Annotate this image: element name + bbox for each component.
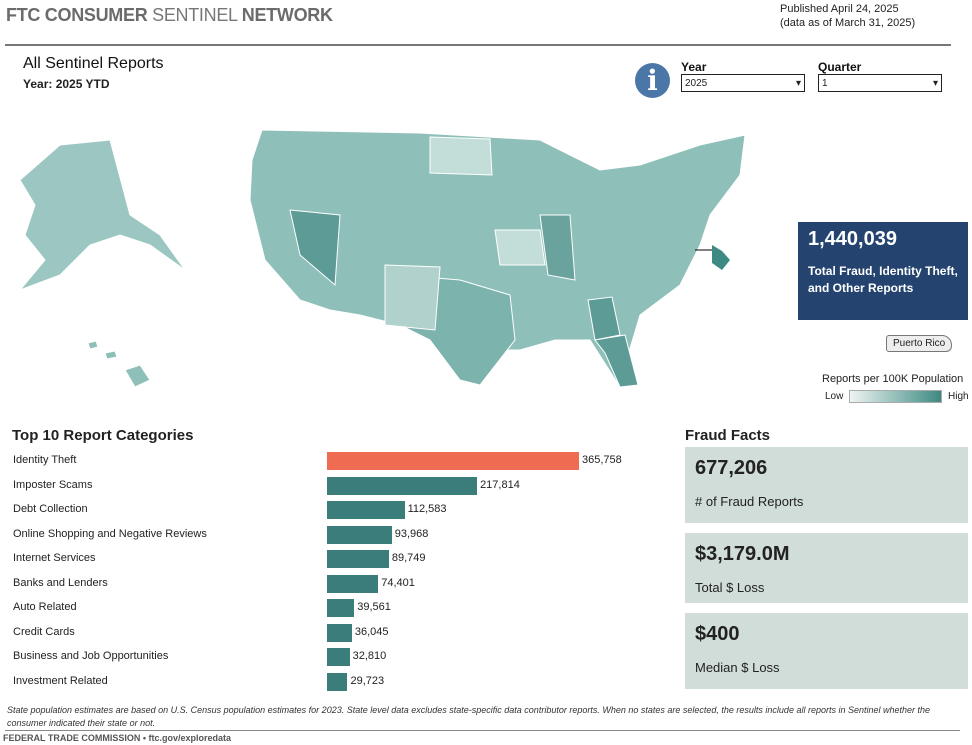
category-row[interactable]: Banks and Lenders 74,401 — [12, 574, 662, 594]
fact-label: Total $ Loss — [695, 580, 765, 595]
category-bar[interactable] — [327, 550, 389, 568]
puerto-rico-map[interactable]: Puerto Rico — [886, 335, 953, 352]
quarter-filter: Quarter 1 ▾ — [818, 60, 942, 92]
page-subtitle: Year: 2025 YTD — [23, 77, 110, 91]
year-filter: Year 2025 ▾ — [681, 60, 805, 92]
data-as-of: (data as of March 31, 2025) — [780, 17, 916, 29]
state-georgia — [587, 296, 621, 341]
brand-part: FTC CONSUMER — [6, 5, 148, 25]
year-value: 2025 — [685, 77, 708, 89]
category-bar[interactable] — [327, 574, 379, 593]
legend-low: Low — [825, 391, 844, 402]
state-florida — [594, 334, 639, 388]
category-value: 112,583 — [407, 503, 447, 515]
category-label: Imposter Scams — [13, 478, 93, 491]
fraud-reports-card: 677,206 # of Fraud Reports — [685, 447, 968, 523]
published-date: Published April 24, 2025 — [780, 3, 899, 15]
publish-info: Published April 24, 2025 (data as of Marc… — [780, 2, 915, 30]
category-row[interactable]: Online Shopping and Negative Reviews 93,… — [12, 525, 662, 545]
total-reports-label: Total Fraud, Identity Theft, and Other R… — [808, 264, 958, 295]
category-label: Business and Job Opportunities — [13, 650, 169, 662]
state-iowa — [494, 229, 546, 266]
category-label: Debt Collection — [13, 503, 88, 515]
fact-value: $3,179.0M — [695, 543, 790, 565]
category-label: Internet Services — [13, 552, 96, 564]
category-value: 93,968 — [394, 527, 429, 540]
legend-high: High — [948, 391, 969, 402]
year-select[interactable]: 2025 ▾ — [681, 74, 805, 92]
state-illinois — [539, 214, 576, 281]
category-label: Credit Cards — [13, 625, 75, 638]
category-bar[interactable] — [327, 501, 405, 519]
page-title: All Sentinel Reports — [23, 55, 164, 72]
fact-label: # of Fraud Reports — [695, 494, 804, 509]
category-value: 29,723 — [350, 674, 385, 687]
category-value: 217,814 — [480, 478, 520, 491]
state-alaska — [18, 139, 186, 292]
state-new-mexico — [384, 264, 441, 331]
category-row[interactable]: Imposter Scams 217,814 — [12, 476, 662, 496]
median-loss-card: $400 Median $ Loss — [685, 613, 968, 689]
state-nevada — [289, 209, 341, 287]
category-value: 32,810 — [352, 650, 387, 662]
category-value: 74,401 — [381, 576, 415, 589]
map-shapes — [18, 129, 746, 388]
brand-part: SENTINEL — [152, 5, 238, 25]
category-label: Identity Theft — [13, 454, 77, 466]
category-row[interactable]: Debt Collection 112,583 — [12, 500, 662, 520]
category-row[interactable]: Business and Job Opportunities 32,810 — [12, 647, 662, 667]
footer-credit[interactable]: FEDERAL TRADE COMMISSION • ftc.gov/explo… — [3, 733, 232, 743]
divider — [5, 730, 960, 731]
state-hawaii — [124, 364, 151, 388]
dropdown-arrow-icon: ▾ — [795, 77, 801, 89]
footnote: State population estimates are based on … — [7, 705, 931, 728]
category-value: 365,758 — [582, 454, 622, 466]
state-delaware — [712, 245, 730, 270]
category-label: Banks and Lenders — [13, 576, 108, 589]
category-value: 36,045 — [354, 625, 389, 638]
category-bar[interactable] — [327, 672, 348, 691]
year-label: Year — [681, 60, 707, 74]
brand-part: NETWORK — [241, 5, 333, 25]
category-bar[interactable] — [327, 648, 350, 666]
category-row[interactable]: Internet Services 89,749 — [12, 549, 662, 569]
quarter-value: 1 — [822, 77, 828, 89]
category-bar[interactable] — [327, 623, 352, 642]
info-icon[interactable]: i — [635, 63, 670, 98]
fact-label: Median $ Loss — [695, 660, 780, 675]
category-label: Auto Related — [13, 601, 77, 613]
legend-title: Reports per 100K Population — [822, 373, 964, 385]
us-map[interactable] — [0, 125, 800, 395]
state-north-dakota — [429, 136, 493, 176]
fact-value: $400 — [695, 623, 740, 645]
category-value: 89,749 — [391, 552, 426, 564]
quarter-select[interactable]: 1 ▾ — [818, 74, 942, 92]
category-row[interactable]: Investment Related 29,723 — [12, 672, 662, 692]
category-bar[interactable] — [327, 525, 392, 544]
category-row[interactable]: Identity Theft 365,758 — [12, 451, 662, 471]
fraud-facts-title: Fraud Facts — [685, 427, 771, 444]
category-label: Investment Related — [13, 674, 108, 687]
category-row[interactable]: Credit Cards 36,045 — [12, 623, 662, 643]
category-row[interactable]: Auto Related 39,561 — [12, 598, 662, 618]
brand-title: FTC CONSUMER SENTINEL NETWORK — [6, 5, 333, 26]
category-bar[interactable] — [327, 452, 579, 470]
total-reports-card: 1,440,039 Total Fraud, Identity Theft, a… — [798, 222, 968, 320]
category-bar[interactable] — [327, 599, 355, 617]
total-reports-value: 1,440,039 — [808, 228, 897, 250]
dropdown-arrow-icon: ▾ — [932, 77, 938, 89]
quarter-label: Quarter — [818, 60, 862, 74]
total-loss-card: $3,179.0M Total $ Loss — [685, 533, 968, 603]
divider — [5, 44, 951, 46]
categories-title: Top 10 Report Categories — [12, 427, 194, 444]
category-bar[interactable] — [327, 476, 478, 495]
state-hawaii-islands — [87, 340, 118, 360]
fact-value: 677,206 — [695, 457, 768, 479]
legend-gradient — [849, 390, 942, 403]
category-value: 39,561 — [357, 601, 391, 613]
category-label: Online Shopping and Negative Reviews — [13, 527, 207, 540]
